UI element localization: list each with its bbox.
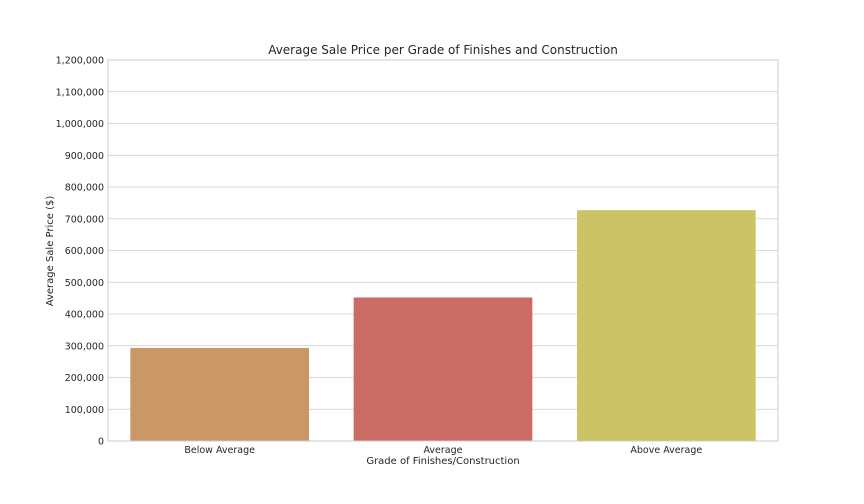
y-tick-label: 700,000 <box>65 214 104 225</box>
bar <box>353 297 533 441</box>
y-tick-label: 100,000 <box>65 405 104 416</box>
x-tick-label: Below Average <box>184 445 255 456</box>
y-tick-label: 400,000 <box>65 310 104 321</box>
y-tick-label: 300,000 <box>65 341 104 352</box>
x-tick-label: Above Average <box>630 445 702 456</box>
y-axis-ticks: 0 100,000 200,000 300,000 400,000 500,000 600,… <box>56 56 104 448</box>
bars <box>130 210 756 441</box>
y-axis-label: Average Sale Price ($) <box>45 196 56 307</box>
plot-frame <box>107 59 779 442</box>
y-tick-label: 1,000,000 <box>56 119 104 130</box>
y-tick-label: 1,100,000 <box>56 87 104 98</box>
x-tick-label: Average <box>423 445 462 456</box>
y-tick-label: 1,200,000 <box>56 56 104 67</box>
x-axis-label: Grade of Finishes/Construction <box>366 456 519 467</box>
y-tick-label: 800,000 <box>65 183 104 194</box>
bar <box>577 210 756 441</box>
y-tick-label: 0 <box>98 437 104 448</box>
y-tick-label: 900,000 <box>65 151 104 162</box>
bar <box>130 347 309 441</box>
y-tick-label: 500,000 <box>65 278 104 289</box>
y-tick-label: 200,000 <box>65 373 104 384</box>
x-axis-ticks: Below Average Average Above Average <box>184 445 702 456</box>
y-tick-label: 600,000 <box>65 246 104 257</box>
chart-title: Average Sale Price per Grade of Finishes… <box>268 43 618 57</box>
